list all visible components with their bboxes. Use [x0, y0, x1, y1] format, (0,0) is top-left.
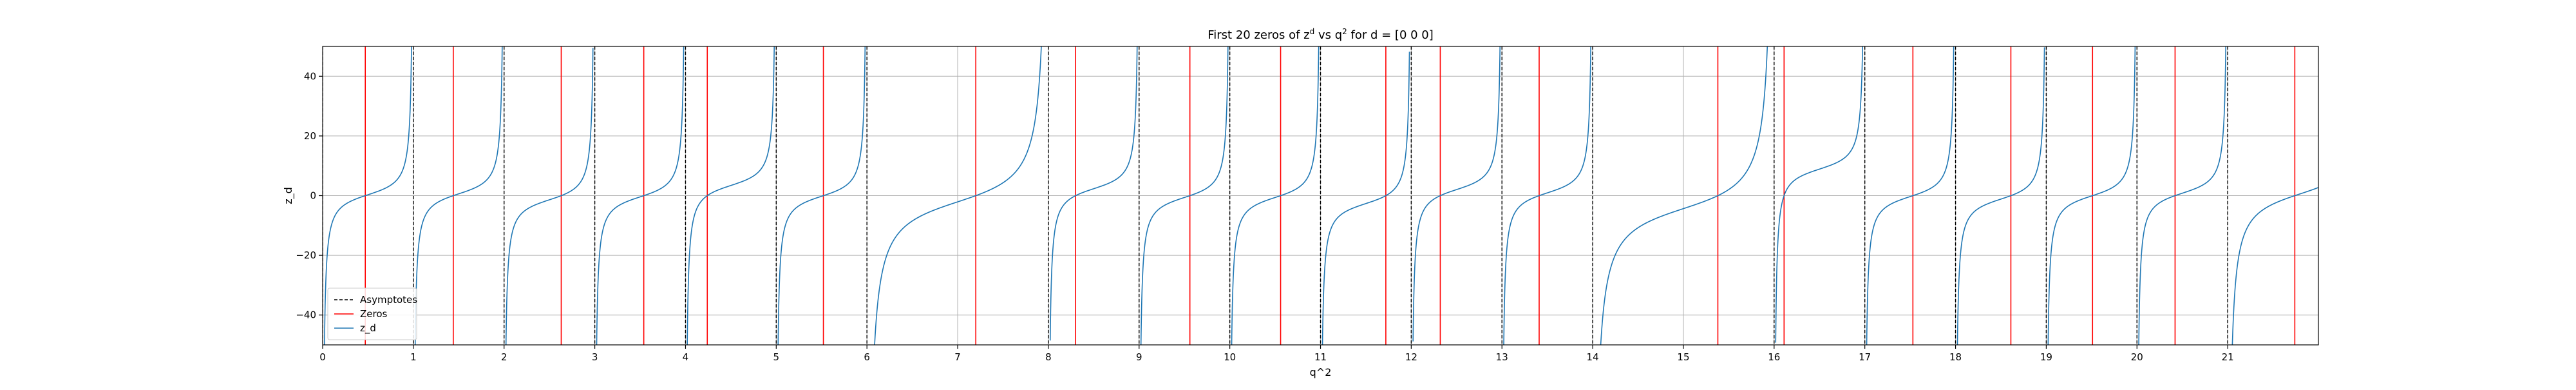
- x-tick-label: 17: [1859, 351, 1871, 363]
- z-d-branch: [324, 46, 412, 345]
- x-tick-label: 9: [1136, 351, 1142, 363]
- tick-layer: 0 1 2 3 4 5 6 7 8 9 10 11 12 13 14 15 16 17 18 19 20 21−40−20…: [296, 70, 2233, 363]
- x-tick-label: 4: [683, 351, 689, 363]
- z-d-branch: [1140, 46, 1229, 345]
- legend-label-asymptotes: Asymptotes: [360, 294, 417, 306]
- z-d-branch: [505, 48, 594, 345]
- y-axis-label: z_d: [282, 187, 295, 204]
- y-tick-label: −40: [296, 309, 316, 321]
- z-d-branch: [596, 46, 685, 345]
- x-tick-label: 18: [1949, 351, 1962, 363]
- x-tick-label: 6: [864, 351, 870, 363]
- x-tick-label: 1: [410, 351, 417, 363]
- x-tick-label: 12: [1405, 351, 1417, 363]
- title-part-4: 2: [1342, 27, 1347, 36]
- z-d-branch: [1956, 47, 2045, 345]
- y-tick-label: 0: [310, 190, 316, 202]
- z-d-branch: [1412, 46, 1501, 342]
- x-tick-label: 8: [1045, 351, 1052, 363]
- z-d-branch: [1049, 46, 1138, 341]
- title-part-5: for d = [0 0 0]: [1347, 28, 1434, 42]
- x-tick-label: 7: [954, 351, 961, 363]
- x-tick-label: 20: [2131, 351, 2143, 363]
- x-tick-label: 3: [592, 351, 598, 363]
- z-d-branch: [1321, 52, 1410, 345]
- x-tick-label: 19: [2040, 351, 2052, 363]
- z-d-branch: [1866, 46, 1955, 345]
- x-tick-label: 15: [1677, 351, 1689, 363]
- legend: Asymptotes Zeros z_d: [327, 288, 417, 340]
- y-tick-label: −20: [296, 249, 316, 261]
- title-part-2: d: [1310, 27, 1315, 36]
- x-tick-label: 2: [501, 351, 507, 363]
- y-tick-label: 40: [304, 70, 316, 82]
- z-d-branch: [2047, 46, 2136, 345]
- z-d-branch: [2231, 187, 2318, 345]
- title-part-3: vs q: [1314, 28, 1342, 42]
- x-tick-label: 0: [319, 351, 326, 363]
- z-d-branch: [2138, 46, 2227, 345]
- x-tick-label: 5: [773, 351, 780, 363]
- legend-label-zeros: Zeros: [360, 308, 388, 320]
- z-d-branch: [777, 46, 866, 345]
- x-tick-label: 21: [2222, 351, 2234, 363]
- z-d-branch: [1600, 46, 1768, 345]
- x-tick-label: 13: [1496, 351, 1508, 363]
- title-part-1: First 20 zeros of z: [1208, 28, 1309, 42]
- x-tick-label: 10: [1224, 351, 1236, 363]
- z-d-branch: [687, 46, 775, 345]
- x-axis-label: q^2: [1310, 366, 1332, 378]
- x-tick-label: 16: [1768, 351, 1780, 363]
- z-d-branch: [1775, 46, 1863, 343]
- x-tick-label: 14: [1587, 351, 1599, 363]
- legend-label-z-d: z_d: [360, 322, 376, 335]
- z-d-branch: [1503, 46, 1591, 345]
- x-tick-label: 11: [1314, 351, 1327, 363]
- z-d-branch: [874, 46, 1042, 345]
- legend-box: [327, 288, 417, 340]
- chart-title: First 20 zeros of zd vs q2 for d = [0 0 …: [1208, 27, 1434, 42]
- y-tick-label: 20: [304, 130, 316, 142]
- z-d-branch: [414, 46, 503, 345]
- z-d-branch: [1231, 46, 1320, 345]
